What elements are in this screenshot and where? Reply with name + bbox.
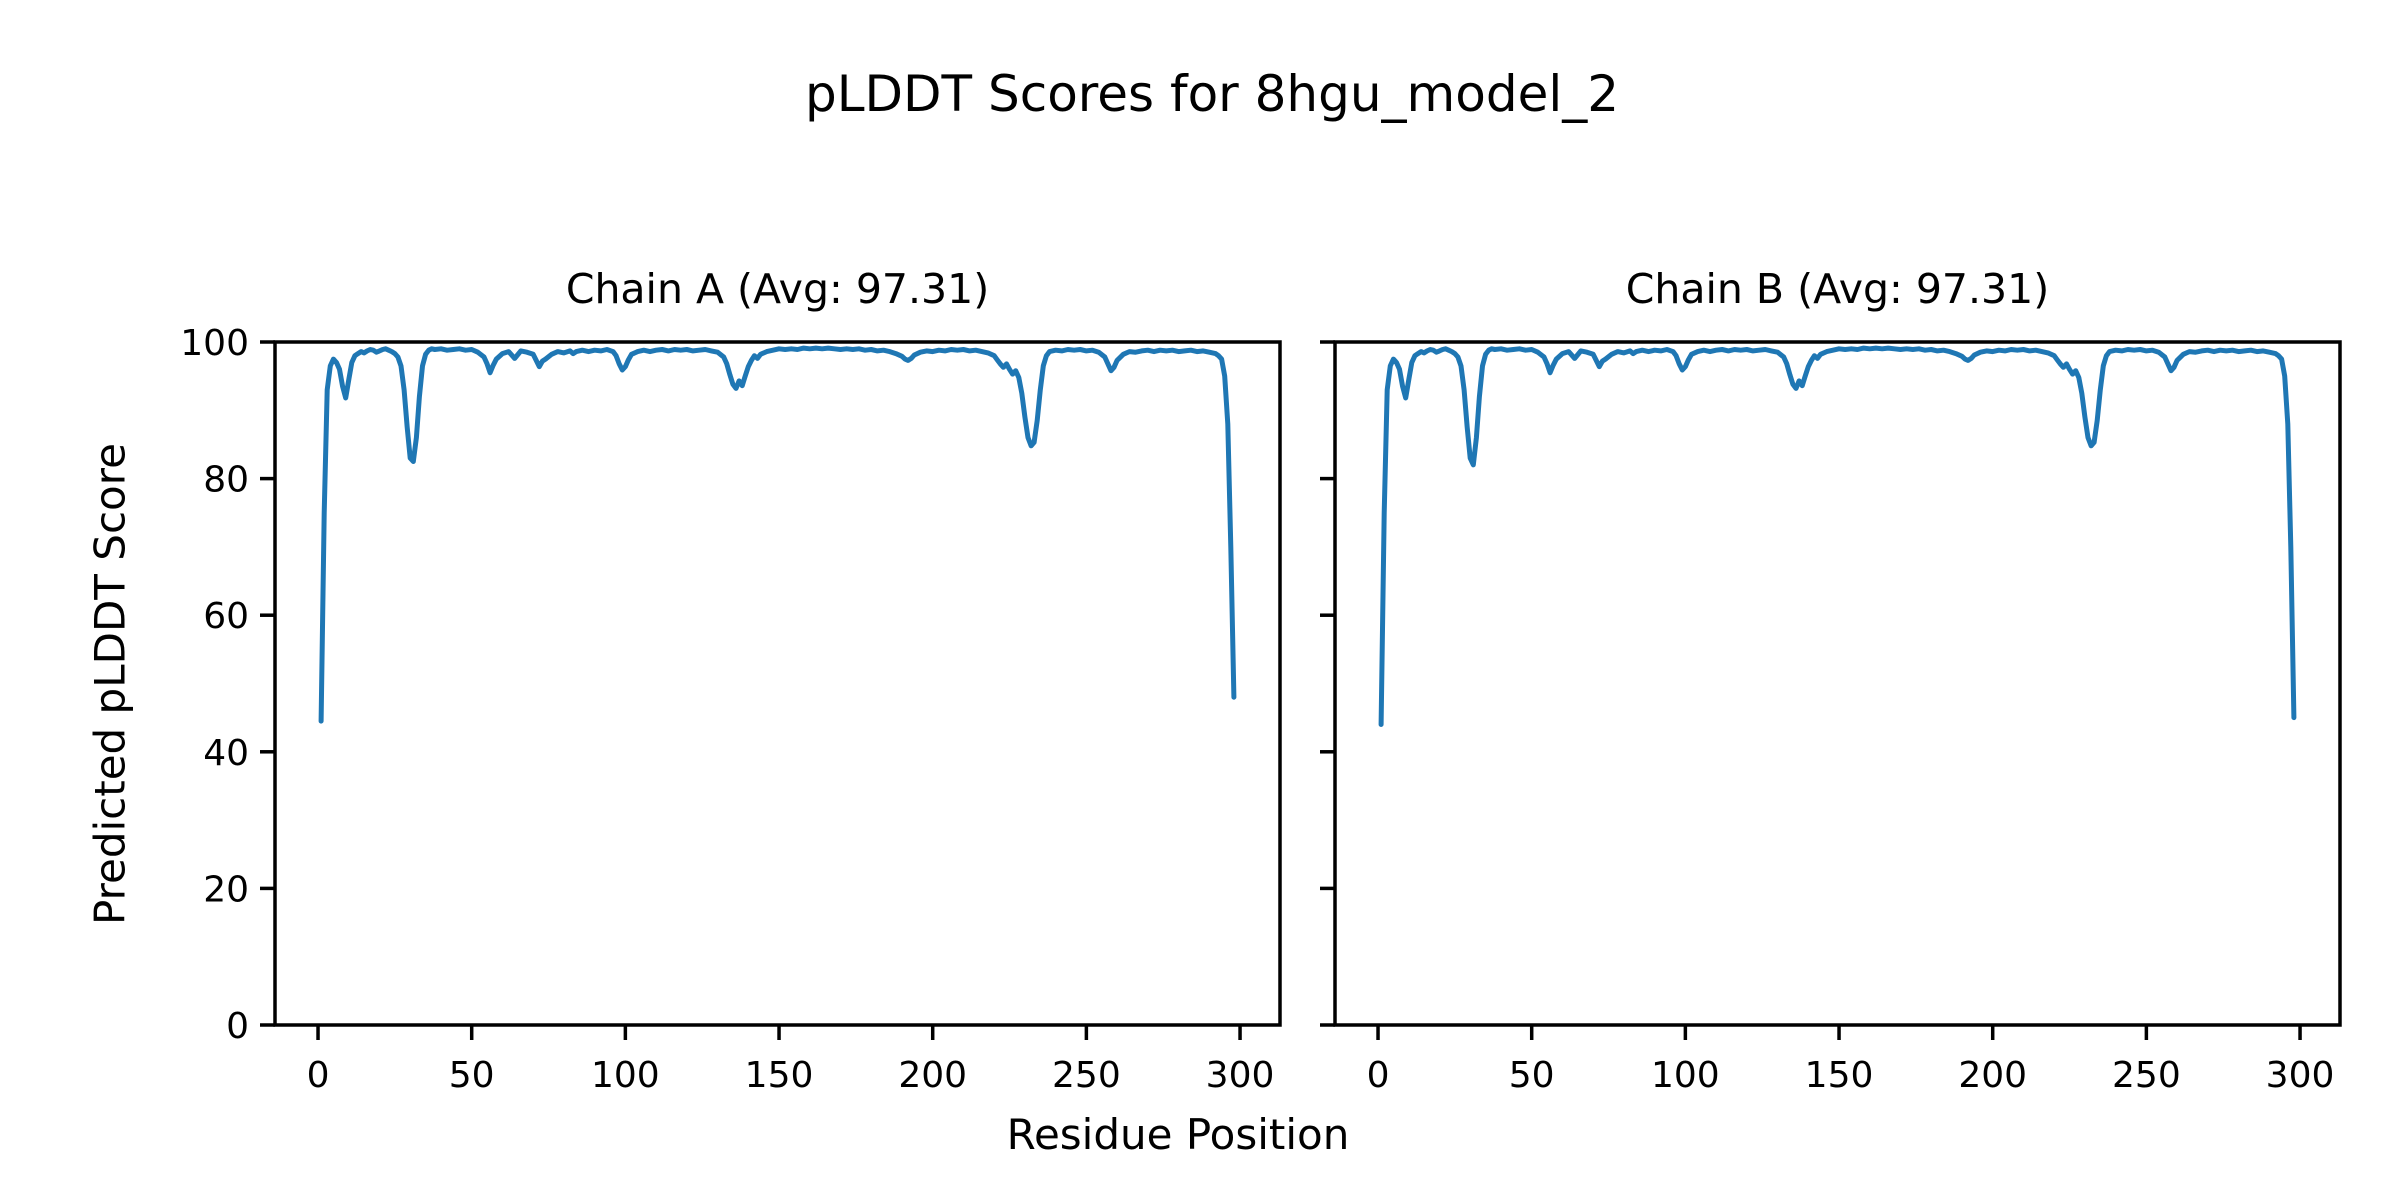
x-axis-label: Residue Position: [1006, 1110, 1350, 1159]
x-tick-label: 300: [2266, 1055, 2335, 1096]
y-tick-label: 20: [203, 869, 249, 910]
y-axis-label: Predicted pLDDT Score: [85, 443, 135, 925]
x-tick-label: 200: [1958, 1055, 2027, 1096]
x-tick-label: 300: [1206, 1055, 1275, 1096]
y-tick-label: 80: [203, 460, 249, 501]
chain-b-title: Chain B (Avg: 97.31): [1625, 265, 2050, 313]
axes-frame: [273, 340, 1282, 1027]
chain-b-plot: 0 50 100 150 200 250 300: [1320, 340, 2342, 1096]
chain-a-title: Chain A (Avg: 97.31): [565, 265, 990, 313]
chain-a-plot: 0 50 100 150 200 250 300 0 20 40 60 80 100: [180, 323, 1282, 1096]
x-tick-label: 150: [1805, 1055, 1874, 1096]
y-tick-label: 0: [226, 1006, 249, 1047]
y-tick-label: 40: [203, 733, 249, 774]
x-tick-label: 0: [307, 1055, 330, 1096]
x-tick-label: 250: [2112, 1055, 2181, 1096]
x-tick-label: 100: [1651, 1055, 1720, 1096]
x-tick-label: 150: [745, 1055, 814, 1096]
y-tick-label: 60: [203, 596, 249, 637]
x-tick-label: 50: [449, 1055, 495, 1096]
plddt-line: [1378, 345, 2297, 727]
axes-frame: [1333, 340, 2342, 1027]
x-tick-label: 200: [898, 1055, 967, 1096]
figure-title: pLDDT Scores for 8hgu_model_2: [804, 65, 1620, 123]
plddt-line: [318, 345, 1237, 724]
x-tick-label: 250: [1052, 1055, 1121, 1096]
x-tick-label: 0: [1367, 1055, 1390, 1096]
x-tick-label: 100: [591, 1055, 660, 1096]
x-tick-label: 50: [1509, 1055, 1555, 1096]
y-tick-label: 100: [180, 323, 249, 364]
